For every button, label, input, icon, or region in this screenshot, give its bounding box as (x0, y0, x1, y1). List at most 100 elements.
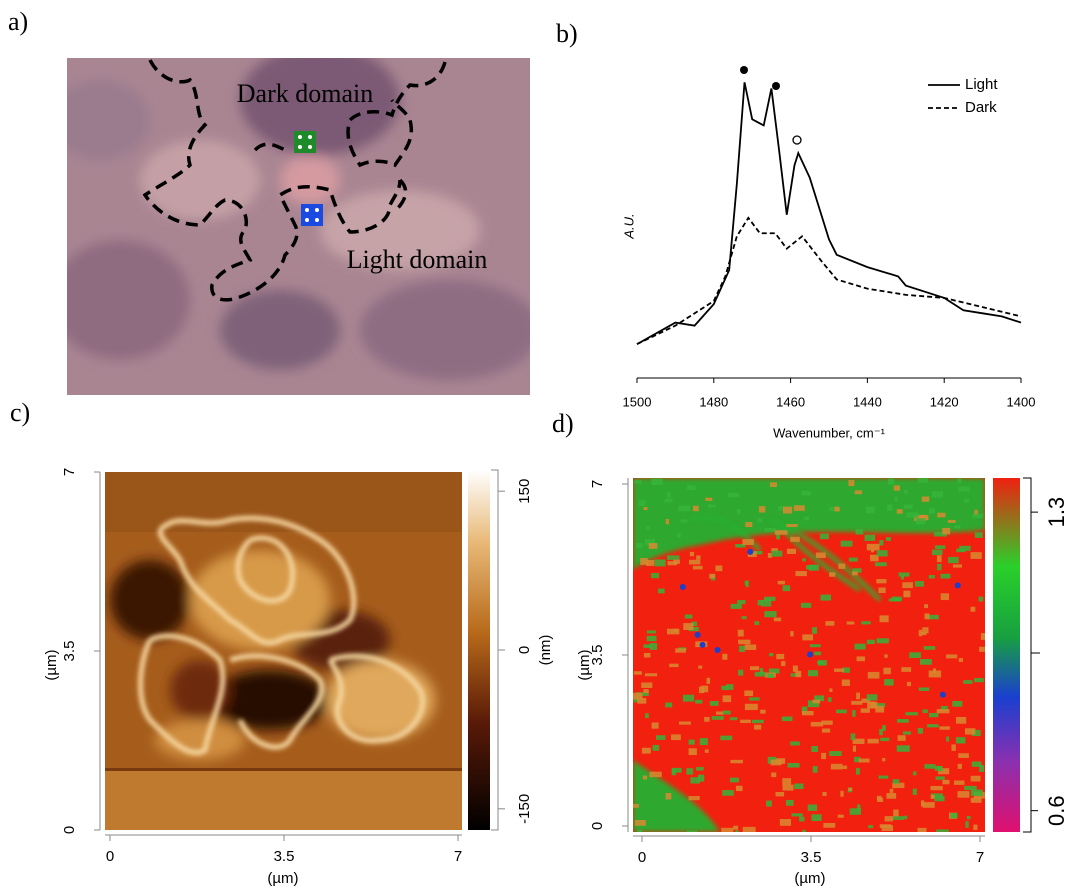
texture (691, 621, 698, 627)
texture (671, 734, 681, 741)
texture (795, 571, 807, 577)
texture (893, 485, 900, 491)
texture (923, 646, 936, 650)
texture (807, 700, 820, 708)
texture (801, 490, 811, 496)
texture (915, 518, 926, 525)
texture (733, 825, 739, 830)
texture (922, 802, 935, 808)
texture (671, 767, 682, 773)
micrograph (67, 58, 530, 395)
texture (665, 702, 673, 708)
texture (684, 614, 693, 619)
texture (633, 692, 643, 700)
texture (757, 518, 763, 523)
texture (852, 745, 856, 752)
texture (822, 728, 831, 733)
legend-label: Dark (965, 99, 997, 116)
texture (883, 667, 891, 675)
x-axis-label: (µm) (267, 870, 298, 887)
texture (842, 765, 848, 770)
peak-marker (740, 66, 748, 74)
texture (812, 766, 818, 773)
texture (946, 654, 958, 659)
texture (786, 548, 797, 554)
peak-marker (792, 135, 802, 145)
texture (722, 653, 728, 660)
texture (802, 634, 814, 641)
texture (666, 491, 671, 498)
texture (921, 496, 930, 502)
colorbar-tick-label: 0 (516, 646, 533, 654)
texture (737, 600, 746, 605)
colorbar-frame (491, 469, 499, 831)
texture (651, 722, 659, 729)
texture (664, 498, 673, 503)
texture (974, 532, 983, 538)
y-tick-label: 0 (61, 826, 78, 834)
texture (876, 579, 887, 584)
texture (897, 718, 909, 723)
texture (931, 549, 943, 556)
texture (937, 563, 942, 571)
texture (829, 688, 833, 692)
texture (686, 830, 697, 832)
texture (709, 573, 716, 579)
texture (783, 506, 793, 514)
texture (721, 685, 728, 691)
series-line (636, 216, 1022, 345)
texture (644, 539, 656, 546)
texture (764, 527, 776, 532)
texture (940, 593, 949, 601)
texture (928, 670, 942, 678)
texture (644, 673, 658, 677)
texture (817, 660, 824, 665)
x-tick-label: 1400 (1007, 394, 1036, 409)
texture (964, 728, 976, 735)
texture (635, 542, 643, 548)
texture (679, 721, 691, 725)
texture (754, 621, 760, 625)
texture (790, 631, 794, 637)
texture (855, 529, 864, 535)
texture (646, 630, 656, 634)
texture (814, 695, 825, 702)
texture (866, 694, 878, 701)
texture (633, 803, 639, 808)
texture (801, 602, 812, 608)
texture (637, 829, 643, 832)
texture (807, 651, 814, 658)
texture (856, 656, 865, 662)
texture (849, 808, 862, 815)
texture (937, 765, 943, 772)
texture (840, 790, 844, 797)
texture (754, 724, 762, 730)
texture (955, 716, 967, 724)
texture (866, 543, 880, 551)
texture (786, 799, 794, 806)
texture (903, 815, 908, 820)
texture (868, 825, 874, 829)
texture (954, 582, 961, 589)
texture (954, 780, 965, 785)
texture (706, 677, 711, 684)
texture (680, 519, 688, 523)
texture (679, 584, 686, 591)
texture (884, 678, 894, 686)
texture (837, 814, 844, 818)
texture (795, 670, 802, 678)
texture (893, 809, 899, 817)
texture (934, 796, 945, 802)
texture (848, 557, 858, 562)
colorbar-tick-label: 150 (516, 479, 533, 504)
texture (686, 768, 694, 775)
texture (827, 697, 832, 702)
texture (829, 751, 842, 757)
texture (970, 789, 983, 796)
texture (799, 816, 805, 822)
texture (889, 788, 894, 793)
texture (751, 719, 764, 724)
texture (641, 747, 651, 754)
texture (699, 641, 706, 648)
texture (737, 629, 744, 637)
